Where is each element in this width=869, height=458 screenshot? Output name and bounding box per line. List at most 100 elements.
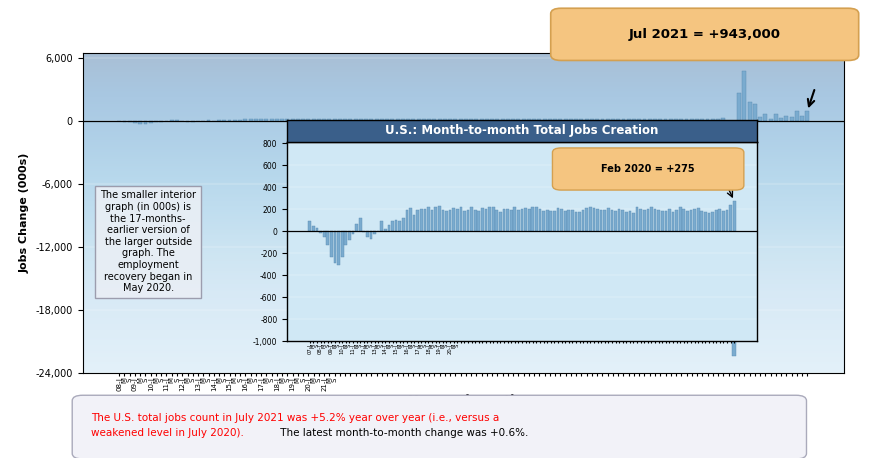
Bar bbox=[481, 208, 483, 231]
Bar bbox=[532, 119, 535, 121]
Bar bbox=[511, 119, 514, 121]
Bar bbox=[581, 210, 584, 231]
Bar bbox=[344, 231, 347, 245]
Bar bbox=[333, 231, 336, 262]
Bar bbox=[406, 119, 409, 121]
Bar bbox=[401, 218, 404, 231]
Bar bbox=[725, 210, 727, 231]
Bar bbox=[668, 119, 672, 121]
Bar bbox=[584, 119, 588, 121]
Bar bbox=[448, 119, 452, 121]
Bar bbox=[627, 211, 631, 231]
Bar bbox=[295, 119, 300, 121]
Text: Jul 2021 = +943,000: Jul 2021 = +943,000 bbox=[628, 28, 779, 41]
Text: weakened level in July 2020).: weakened level in July 2020). bbox=[91, 428, 244, 438]
Text: Feb 2020 = +275: Feb 2020 = +275 bbox=[600, 164, 694, 174]
Bar bbox=[332, 119, 336, 121]
Bar bbox=[254, 120, 257, 121]
Bar bbox=[329, 231, 332, 256]
Bar bbox=[703, 212, 706, 231]
Bar bbox=[479, 119, 483, 121]
Bar bbox=[547, 119, 551, 121]
Bar bbox=[636, 119, 640, 121]
Bar bbox=[520, 209, 523, 231]
Bar bbox=[642, 119, 646, 121]
Bar bbox=[592, 208, 594, 231]
Bar bbox=[154, 121, 158, 122]
Bar bbox=[631, 119, 635, 121]
Bar bbox=[383, 229, 386, 231]
Bar bbox=[355, 224, 357, 231]
Bar bbox=[700, 119, 703, 121]
Bar bbox=[380, 119, 383, 121]
Bar bbox=[603, 210, 606, 231]
Bar bbox=[434, 207, 436, 231]
Bar bbox=[681, 209, 685, 231]
Bar bbox=[614, 211, 616, 231]
Bar bbox=[589, 119, 594, 121]
Bar bbox=[794, 111, 798, 121]
X-axis label: Year and month: Year and month bbox=[408, 394, 518, 407]
Bar bbox=[348, 119, 352, 121]
Bar bbox=[412, 215, 415, 231]
Bar bbox=[337, 119, 342, 121]
Bar bbox=[579, 119, 583, 121]
Text: The U.S. total jobs count in July 2021 was +5.2% year over year (i.e., versus a: The U.S. total jobs count in July 2021 w… bbox=[91, 413, 499, 423]
Bar bbox=[401, 119, 404, 121]
Bar bbox=[746, 103, 751, 121]
Bar bbox=[642, 210, 645, 231]
Bar bbox=[285, 119, 289, 121]
Bar bbox=[679, 119, 682, 121]
Bar bbox=[488, 207, 490, 231]
Text: U.S.: Month-to-month Total Jobs Creation: U.S.: Month-to-month Total Jobs Creation bbox=[385, 125, 658, 137]
Bar bbox=[369, 231, 372, 239]
Bar bbox=[216, 120, 221, 121]
Bar bbox=[341, 231, 343, 256]
Bar bbox=[647, 119, 651, 121]
Bar bbox=[408, 208, 411, 231]
Bar bbox=[430, 210, 433, 231]
Bar bbox=[594, 119, 599, 121]
Bar bbox=[624, 212, 627, 231]
Bar bbox=[398, 221, 401, 231]
Bar bbox=[599, 210, 601, 231]
Bar bbox=[495, 210, 498, 231]
Bar bbox=[301, 119, 305, 121]
Bar bbox=[395, 119, 399, 121]
Bar bbox=[660, 211, 663, 231]
Bar bbox=[437, 206, 440, 231]
Bar bbox=[169, 120, 174, 121]
Bar bbox=[452, 208, 454, 231]
Bar bbox=[455, 209, 458, 231]
Bar bbox=[362, 231, 365, 232]
Bar bbox=[731, 121, 735, 356]
Bar bbox=[574, 212, 577, 231]
Bar bbox=[646, 209, 648, 231]
Bar bbox=[779, 119, 782, 121]
Bar bbox=[696, 208, 699, 231]
Bar bbox=[432, 119, 436, 121]
Bar bbox=[714, 210, 717, 231]
Bar bbox=[556, 208, 559, 231]
Bar bbox=[494, 119, 499, 121]
Bar bbox=[159, 121, 163, 122]
Bar bbox=[789, 117, 793, 121]
Bar bbox=[489, 119, 494, 121]
Bar bbox=[306, 119, 310, 121]
Bar bbox=[516, 210, 519, 231]
Bar bbox=[506, 208, 508, 231]
Bar bbox=[373, 231, 375, 234]
Bar bbox=[700, 211, 702, 231]
Bar bbox=[175, 120, 179, 121]
Bar bbox=[353, 119, 357, 121]
Bar bbox=[549, 211, 552, 231]
Bar bbox=[348, 231, 350, 240]
Bar bbox=[474, 119, 478, 121]
Bar bbox=[243, 119, 247, 121]
Bar bbox=[427, 207, 429, 231]
Bar bbox=[491, 207, 494, 231]
Bar bbox=[327, 119, 331, 121]
Bar bbox=[143, 121, 147, 124]
Bar bbox=[521, 119, 525, 121]
Bar bbox=[458, 119, 462, 121]
